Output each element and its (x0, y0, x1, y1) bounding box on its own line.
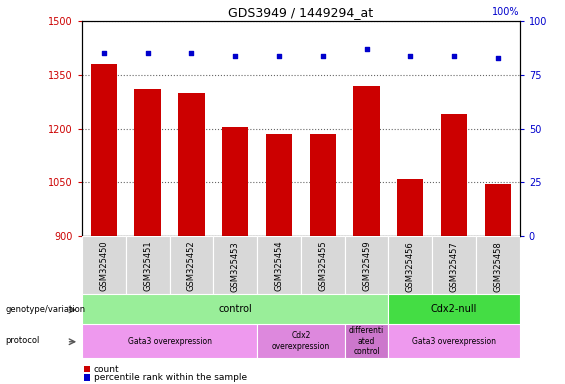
Title: GDS3949 / 1449294_at: GDS3949 / 1449294_at (228, 5, 373, 18)
Bar (179, 93, 205, 236)
Bar (257, 324, 345, 358)
Text: 100%: 100% (492, 7, 520, 17)
Bar (397, 179, 424, 236)
Bar (266, 134, 292, 236)
Bar (345, 324, 389, 358)
Bar (125, 236, 170, 294)
Bar (257, 236, 301, 294)
Bar (82, 324, 257, 358)
Bar (310, 134, 336, 236)
Text: Gata3 overexpression: Gata3 overexpression (412, 337, 496, 346)
Text: GSM325457: GSM325457 (450, 241, 459, 291)
Point (275, 53, 284, 59)
Text: GSM325455: GSM325455 (318, 241, 327, 291)
Text: GSM325453: GSM325453 (231, 241, 240, 291)
Text: Cdx2
overexpression: Cdx2 overexpression (272, 331, 330, 351)
Text: Cdx2-null: Cdx2-null (431, 304, 477, 314)
Text: GSM325458: GSM325458 (493, 241, 502, 291)
Text: genotype/variation: genotype/variation (6, 305, 86, 314)
Point (143, 50, 152, 56)
Point (231, 53, 240, 59)
Bar (432, 236, 476, 294)
Text: GSM325450: GSM325450 (99, 241, 108, 291)
Point (450, 53, 459, 59)
Point (99, 50, 108, 56)
Bar (389, 294, 520, 324)
Bar (301, 236, 345, 294)
Point (493, 55, 502, 61)
Bar (354, 86, 380, 236)
Text: GSM325459: GSM325459 (362, 241, 371, 291)
Bar (82, 236, 125, 294)
Bar (476, 236, 520, 294)
Point (187, 50, 196, 56)
Bar (90, 64, 117, 236)
Bar (170, 236, 214, 294)
Bar (84, 374, 90, 381)
Text: GSM325454: GSM325454 (275, 241, 284, 291)
Bar (222, 127, 249, 236)
Bar (82, 294, 389, 324)
Bar (134, 89, 161, 236)
Bar (485, 184, 511, 236)
Text: Gata3 overexpression: Gata3 overexpression (128, 337, 211, 346)
Bar (84, 366, 90, 372)
Text: count: count (94, 364, 119, 374)
Text: GSM325451: GSM325451 (143, 241, 152, 291)
Text: control: control (218, 304, 252, 314)
Bar (345, 236, 389, 294)
Bar (214, 236, 257, 294)
Text: percentile rank within the sample: percentile rank within the sample (94, 373, 247, 382)
Text: protocol: protocol (6, 336, 40, 346)
Bar (389, 236, 432, 294)
Text: GSM325452: GSM325452 (187, 241, 196, 291)
Text: differenti
ated
control: differenti ated control (349, 326, 384, 356)
Bar (389, 324, 520, 358)
Bar (441, 114, 467, 236)
Point (362, 46, 371, 52)
Point (406, 53, 415, 59)
Text: GSM325456: GSM325456 (406, 241, 415, 291)
Point (318, 53, 327, 59)
